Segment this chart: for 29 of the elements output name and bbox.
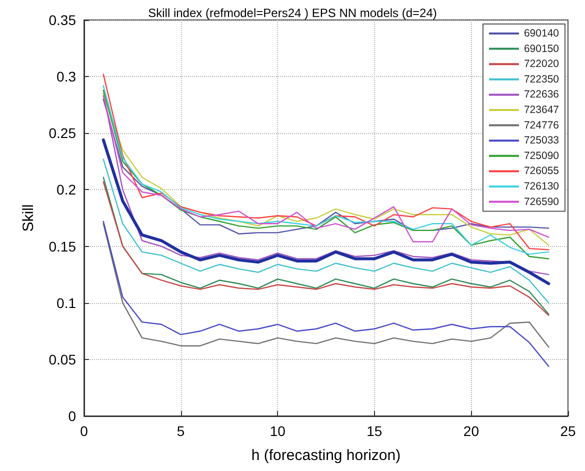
legend-label: 726590 [524,196,560,208]
y-tick-label: 0 [68,408,76,424]
x-axis-title: h (forecasting horizon) [251,447,401,464]
y-tick-label: 0.1 [56,294,76,311]
legend-label: 726055 [524,165,560,178]
y-tick-label: 0.35 [48,12,76,28]
legend-label: 690150 [524,42,560,55]
legend-label: 722350 [524,73,560,86]
y-tick-label: 0.3 [56,68,76,85]
legend-label: 725090 [524,150,560,162]
y-tick-label: 0.05 [48,351,76,368]
x-tick-label: 0 [80,423,88,439]
y-tick-label: 0.15 [48,238,76,254]
x-tick-label: 5 [176,423,185,439]
x-tick-label: 20 [463,423,480,439]
x-tick-label: 25 [560,423,576,439]
x-tick-label: 10 [270,423,286,439]
y-axis-title: Skill [20,204,37,232]
y-tick-label: 0.2 [56,182,76,198]
legend-label: 722636 [524,88,560,101]
x-tick-label: 15 [366,423,382,439]
legend-label: 723647 [524,104,560,116]
legend-label: 724776 [524,119,560,132]
legend-label: 690140 [524,28,560,40]
legend-label: 722020 [524,58,560,70]
legend-label: 726130 [524,180,560,192]
legend-label: 725033 [524,134,560,147]
y-tick-label: 0.25 [48,125,76,142]
chart-title: Skill index (refmodel=Pers24 ) EPS NN models (d=24) [148,6,437,20]
